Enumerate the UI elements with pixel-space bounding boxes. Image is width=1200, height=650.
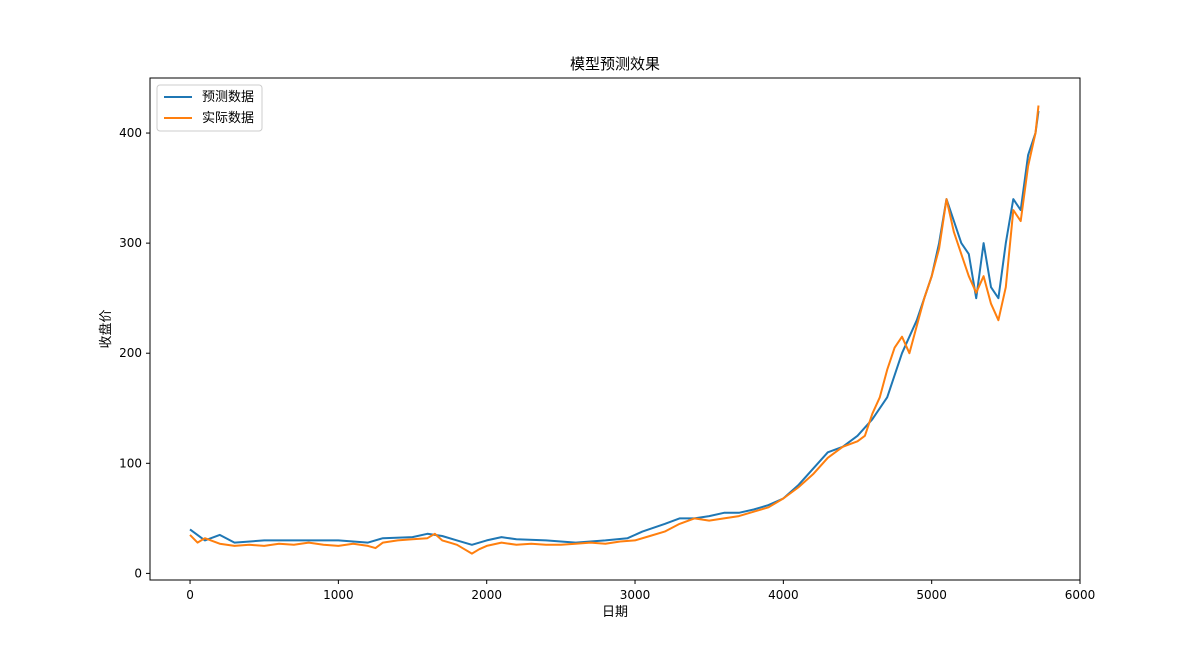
y-tick-label: 300: [119, 236, 142, 250]
x-tick-label: 4000: [768, 588, 799, 602]
x-tick-label: 0: [186, 588, 194, 602]
x-tick-label: 3000: [620, 588, 651, 602]
x-tick-label: 2000: [471, 588, 502, 602]
legend: 预测数据 实际数据: [156, 84, 263, 132]
y-tick-label: 100: [119, 456, 142, 470]
y-tick-label: 0: [134, 566, 142, 580]
x-tick-label: 1000: [323, 588, 354, 602]
x-tick-label: 6000: [1065, 588, 1096, 602]
y-tick-label: 400: [119, 126, 142, 140]
y-axis-label: 收盘价: [98, 309, 114, 348]
y-tick-label: 200: [119, 346, 142, 360]
x-axis: 0 1000 2000 3000 4000 5000 6000: [186, 580, 1095, 602]
plot-frame: [149, 77, 1081, 581]
x-axis-label: 日期: [602, 605, 628, 620]
actual-series-line: [189, 105, 1040, 555]
x-tick-label: 5000: [916, 588, 947, 602]
chart-title: 模型预测效果: [570, 55, 660, 73]
legend-label-actual: 实际数据: [202, 111, 254, 126]
plot-area: [149, 77, 1081, 581]
y-axis: 0 100 200 300 400: [119, 126, 150, 580]
legend-label-predicted: 预测数据: [202, 90, 254, 105]
series-layer: [189, 105, 1040, 555]
